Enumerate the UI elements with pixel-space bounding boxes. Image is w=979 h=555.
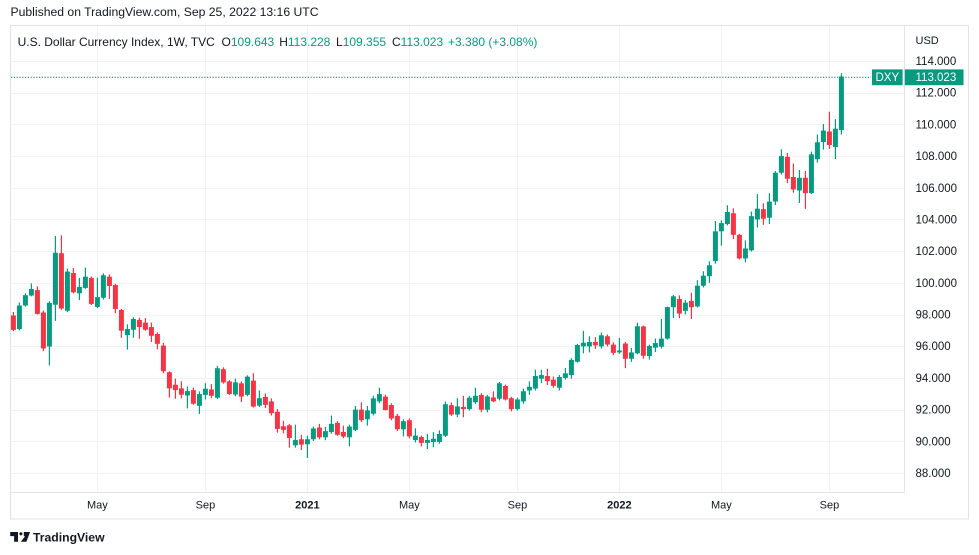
svg-text:Sep: Sep bbox=[820, 500, 840, 512]
svg-text:TradingView: TradingView bbox=[33, 531, 105, 545]
svg-text:L109.355: L109.355 bbox=[336, 35, 386, 49]
svg-text:102.000: 102.000 bbox=[916, 246, 958, 258]
svg-text:+3.380 (+3.08%): +3.380 (+3.08%) bbox=[448, 35, 537, 49]
svg-text:Sep: Sep bbox=[196, 500, 216, 512]
svg-text:110.000: 110.000 bbox=[916, 119, 957, 131]
svg-text:O109.643: O109.643 bbox=[222, 35, 275, 49]
svg-text:H113.228: H113.228 bbox=[279, 35, 330, 49]
svg-text:94.000: 94.000 bbox=[916, 373, 951, 385]
svg-text:C113.023: C113.023 bbox=[392, 35, 443, 49]
svg-text:USD: USD bbox=[916, 35, 939, 47]
svg-text:114.000: 114.000 bbox=[916, 56, 957, 68]
svg-text:Published on TradingView.com,: Published on TradingView.com, Sep 25, 20… bbox=[11, 5, 319, 19]
svg-text:2022: 2022 bbox=[607, 500, 631, 512]
svg-text:113.023: 113.023 bbox=[916, 72, 957, 84]
svg-text:100.000: 100.000 bbox=[916, 278, 958, 290]
svg-text:2021: 2021 bbox=[295, 500, 319, 512]
svg-text:112.000: 112.000 bbox=[916, 88, 957, 100]
svg-text:May: May bbox=[87, 500, 108, 512]
svg-text:May: May bbox=[399, 500, 420, 512]
svg-text:Sep: Sep bbox=[508, 500, 528, 512]
svg-text:May: May bbox=[711, 500, 732, 512]
svg-text:U.S. Dollar Currency Index, 1W: U.S. Dollar Currency Index, 1W, TVC bbox=[18, 35, 216, 49]
svg-text:104.000: 104.000 bbox=[916, 215, 958, 227]
svg-text:DXY: DXY bbox=[875, 72, 899, 84]
svg-text:98.000: 98.000 bbox=[916, 310, 951, 322]
svg-text:108.000: 108.000 bbox=[916, 151, 958, 163]
svg-text:90.000: 90.000 bbox=[916, 436, 951, 448]
svg-text:88.000: 88.000 bbox=[916, 468, 951, 480]
svg-text:92.000: 92.000 bbox=[916, 405, 951, 417]
svg-text:96.000: 96.000 bbox=[916, 341, 951, 353]
svg-text:106.000: 106.000 bbox=[916, 183, 958, 195]
